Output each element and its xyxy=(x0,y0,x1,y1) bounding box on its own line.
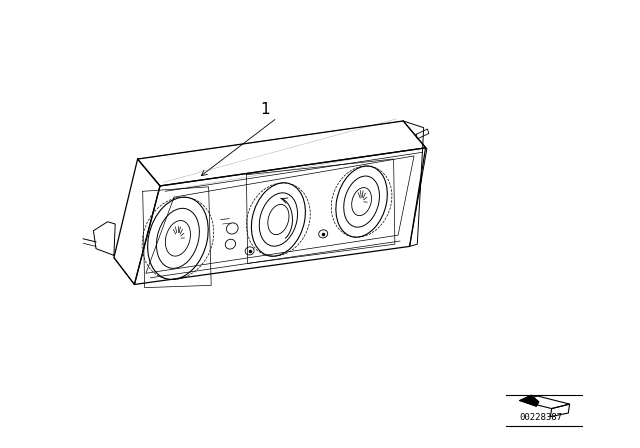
Text: 1: 1 xyxy=(260,102,271,117)
Polygon shape xyxy=(520,395,539,406)
Text: 00228387: 00228387 xyxy=(519,413,563,422)
